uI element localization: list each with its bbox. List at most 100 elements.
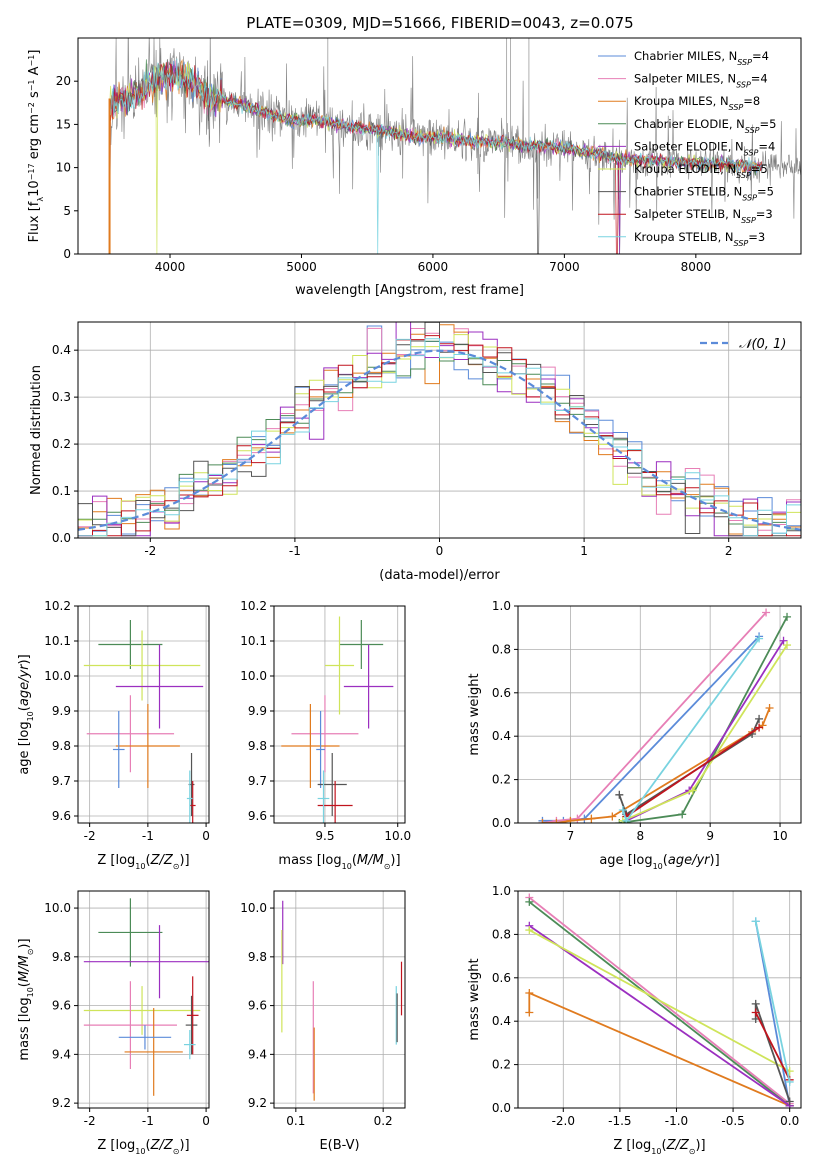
x-axis-label: Z [log10(Z/Z⊙)] [97, 1138, 189, 1156]
point-marker [755, 723, 764, 732]
point-marker [587, 814, 596, 823]
y-tick-label: 10.1 [44, 634, 71, 648]
spectrum-y-label: Flux [fλ10−17 erg cm−2 s−1 A−1] [27, 50, 45, 243]
y-axis-label: age [log10(age/yr)] [17, 654, 35, 774]
y-tick-label: 9.6 [248, 809, 267, 823]
x-tick-label: 0 [202, 1114, 210, 1128]
point-marker [525, 926, 534, 935]
age_vs_mass-frame [273, 605, 406, 824]
histogram-salpeter-stelib [78, 335, 801, 537]
age_vs_Z-marks [83, 620, 204, 823]
figure-title: PLATE=0309, MJD=51666, FIBERID=0043, z=0… [246, 14, 633, 32]
age_vs_Z-panel: -2 -1 0 9.6 9.7 9.8 9.9 10.0 10.1 10.2 Z [log10(Z/… [17, 599, 210, 871]
x-tick-label: -1 [289, 544, 301, 558]
y-tick-label: 9.8 [248, 950, 267, 964]
x-tick-label: 8000 [681, 260, 712, 274]
point-marker [785, 1077, 794, 1086]
x-tick-label: -2 [84, 829, 96, 843]
y-tick-label: 0.1 [52, 484, 71, 498]
x-tick-label: 9 [706, 829, 714, 843]
legend-label: Kroupa STELIB, NSSP=3 [634, 230, 765, 248]
y-axis-label: mass [log10(M/M⊙)] [17, 938, 35, 1060]
spectrum-marks [108, 38, 801, 254]
y-tick-label: 15 [56, 117, 71, 131]
y-tick-label: 10.0 [240, 901, 267, 915]
legend-label: Salpeter MILES, NSSP=4 [634, 72, 768, 90]
legend-label: Salpeter STELIB, NSSP=3 [634, 207, 773, 225]
point-marker [765, 703, 774, 712]
x-axis-label: Z [log10(Z/Z⊙)] [613, 1138, 705, 1156]
point-marker [525, 1008, 534, 1017]
y-axis-label: mass weight [467, 673, 482, 755]
point-marker [622, 816, 631, 823]
mass_vs_ebv-panel: 0.1 0.2 9.2 9.4 9.6 9.8 10.0 E(B-V) [240, 890, 406, 1153]
y-tick-label: 5 [63, 204, 71, 218]
x-tick-label: 7000 [549, 260, 580, 274]
x-tick-label: -1 [142, 829, 154, 843]
residual-x-label: (data-model)/error [379, 568, 500, 583]
x-tick-label: 10.0 [384, 829, 411, 843]
x-tick-label: -1.0 [665, 1114, 688, 1128]
x-tick-label: -1.5 [608, 1114, 631, 1128]
x-tick-label: -1 [142, 1114, 154, 1128]
point-marker [755, 634, 764, 643]
y-tick-label: 1.0 [492, 599, 511, 613]
x-tick-label: -2.0 [552, 1114, 575, 1128]
y-tick-label: 9.6 [248, 999, 267, 1013]
spectrum-panel: 4000 5000 6000 7000 8000 0 5 10 15 20 wavelength [… [27, 37, 802, 298]
legend-label: Kroupa ELODIE, NSSP=5 [634, 162, 768, 180]
point-marker [538, 819, 547, 823]
point-marker [755, 714, 764, 723]
x-tick-label: 5000 [286, 260, 317, 274]
y-tick-label: 0.2 [492, 1058, 511, 1072]
normal-curve [78, 349, 801, 531]
x-tick-label: 6000 [418, 260, 449, 274]
point-marker [615, 790, 624, 799]
mass_vs_ebv-frame [273, 890, 406, 1109]
x-tick-label: 0.1 [286, 1114, 305, 1128]
series-salpeter-stelib [625, 726, 760, 818]
y-tick-label: 9.8 [248, 739, 267, 753]
x-axis-label: E(B-V) [319, 1138, 359, 1153]
x-tick-label: 10 [772, 829, 787, 843]
point-marker [751, 999, 760, 1008]
y-tick-label: 9.2 [248, 1096, 267, 1110]
y-tick-label: 10.2 [240, 599, 267, 613]
series-salpeter-elodie [528, 924, 791, 1107]
y-tick-label: 10.1 [240, 634, 267, 648]
point-marker [762, 608, 771, 617]
point-marker [688, 786, 697, 795]
x-tick-label: 7 [567, 829, 575, 843]
point-marker [618, 805, 627, 814]
y-tick-label: 0.6 [492, 971, 511, 985]
y-tick-label: 9.4 [52, 1047, 71, 1061]
weight_vs_Z-marks [525, 893, 794, 1108]
y-axis-label: mass weight [467, 958, 482, 1040]
series-chabrier-elodie [619, 616, 788, 823]
y-tick-label: 10.0 [44, 901, 71, 915]
x-tick-label: 0.2 [374, 1114, 393, 1128]
series-kroupa-elodie [528, 929, 791, 1072]
series-salpeter-miles [542, 611, 767, 823]
x-tick-label: 4000 [155, 260, 186, 274]
x-axis-label: Z [log10(Z/Z⊙)] [97, 853, 189, 871]
y-tick-label: 10.0 [44, 669, 71, 683]
x-tick-label: 0 [436, 544, 444, 558]
y-tick-label: 0.0 [492, 1101, 511, 1115]
y-tick-label: 0 [63, 247, 71, 261]
y-tick-label: 9.7 [248, 774, 267, 788]
point-marker [785, 1097, 794, 1106]
weight_vs_age-marks [538, 608, 792, 823]
histogram-kroupa-stelib [78, 338, 801, 537]
legend-label: Salpeter ELODIE, NSSP=4 [634, 139, 775, 157]
point-marker [783, 612, 792, 621]
weight_vs_Z-frame [517, 890, 802, 1109]
point-marker [779, 636, 788, 645]
series-kroupa-stelib [754, 921, 791, 1083]
series-chabrier-elodie [528, 901, 791, 1107]
legend-label: Kroupa MILES, NSSP=8 [634, 94, 760, 112]
y-tick-label: 0.4 [492, 1014, 511, 1028]
y-tick-label: 0.6 [492, 686, 511, 700]
x-axis-label: age [log10(age/yr)] [599, 853, 719, 871]
